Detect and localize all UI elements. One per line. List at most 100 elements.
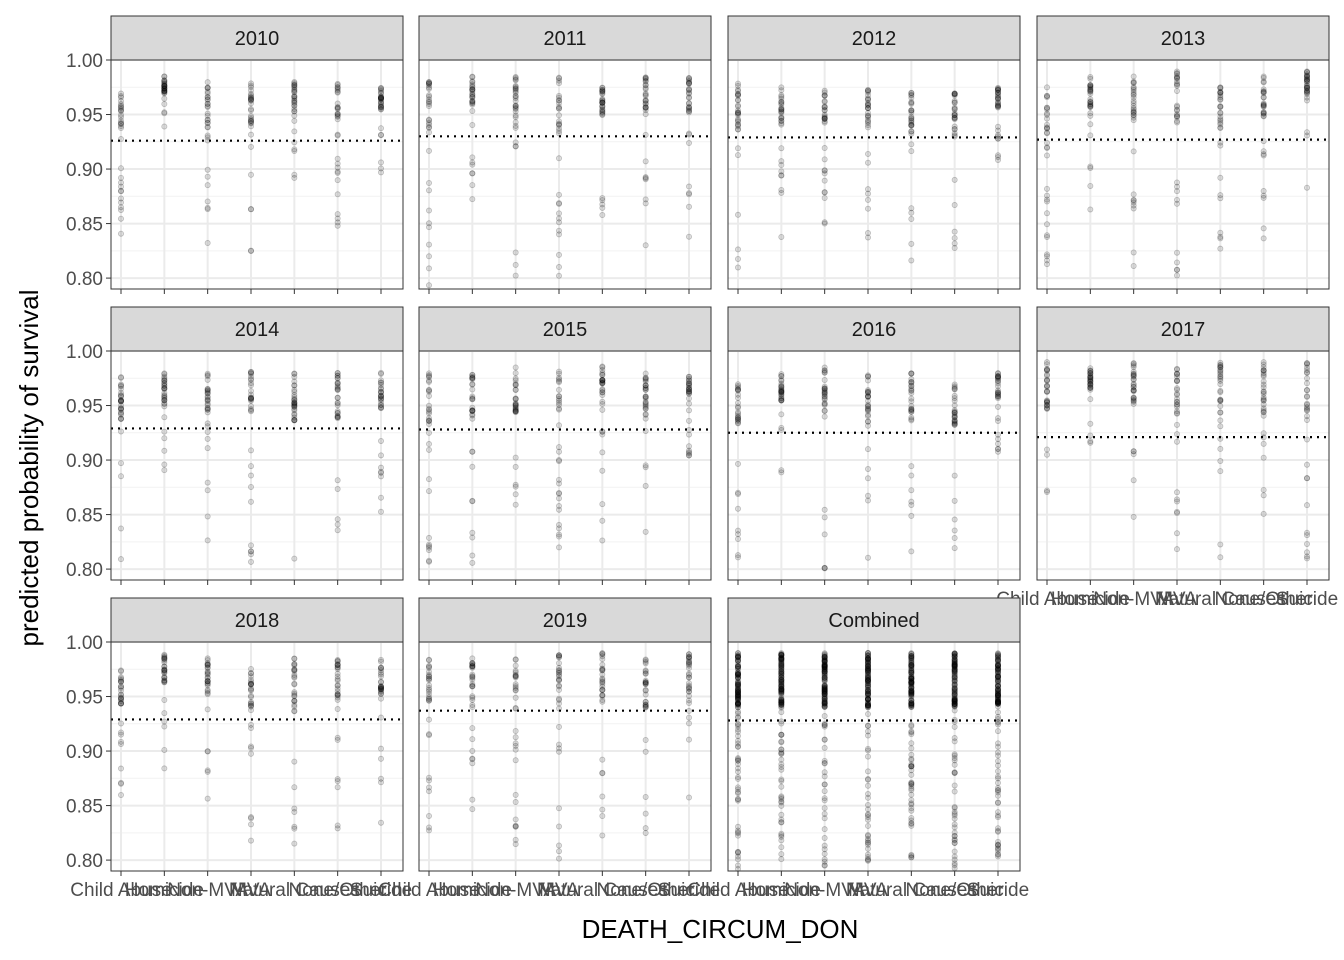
data-point: [1260, 486, 1267, 493]
data-point: [735, 255, 742, 262]
data-point: [778, 833, 785, 840]
data-point: [821, 195, 828, 202]
data-point: [247, 745, 254, 752]
data-point: [556, 805, 563, 812]
data-point: [686, 106, 693, 113]
data-point: [204, 423, 211, 430]
data-point: [1260, 388, 1267, 395]
data-point: [161, 88, 168, 95]
data-point: [425, 824, 432, 831]
data-point: [1260, 373, 1267, 380]
data-point: [247, 373, 254, 380]
data-point: [995, 683, 1002, 690]
data-point: [1130, 79, 1137, 86]
data-point: [1217, 117, 1224, 124]
data-point: [1304, 82, 1311, 89]
data-point: [161, 393, 168, 400]
data-point: [204, 390, 211, 397]
data-point: [1304, 549, 1311, 556]
data-point: [865, 190, 872, 197]
data-point: [1174, 113, 1181, 120]
data-point: [204, 706, 211, 713]
data-point: [865, 118, 872, 125]
data-point: [1260, 510, 1267, 517]
data-point: [469, 196, 476, 203]
data-point: [161, 397, 168, 404]
data-point: [204, 84, 211, 91]
data-point: [247, 100, 254, 107]
data-point: [469, 756, 476, 763]
data-point: [778, 120, 785, 127]
data-point: [821, 565, 828, 572]
y-tick-label: 1.00: [66, 633, 103, 654]
data-point: [995, 656, 1002, 663]
data-point: [735, 535, 742, 542]
data-point: [1174, 401, 1181, 408]
data-point: [1304, 400, 1311, 407]
data-point: [469, 448, 476, 455]
data-point: [865, 554, 872, 561]
data-point: [469, 673, 476, 680]
data-point: [512, 694, 519, 701]
data-point: [908, 740, 915, 747]
data-point: [512, 454, 519, 461]
data-point: [512, 86, 519, 93]
data-point: [821, 97, 828, 104]
data-point: [686, 75, 693, 82]
data-point: [599, 398, 606, 405]
data-point: [118, 397, 125, 404]
data-point: [1217, 387, 1224, 394]
data-point: [778, 186, 785, 193]
data-point: [1174, 183, 1181, 190]
data-point: [469, 683, 476, 690]
data-point: [865, 101, 872, 108]
data-point: [469, 91, 476, 98]
data-point: [995, 799, 1002, 806]
x-tick-label: Suicide: [1276, 589, 1338, 610]
data-point: [642, 75, 649, 82]
data-point: [778, 189, 785, 196]
data-point: [865, 406, 872, 413]
data-point: [599, 90, 606, 97]
data-point: [735, 797, 742, 804]
data-point: [821, 408, 828, 415]
data-point: [556, 75, 563, 82]
data-point: [865, 150, 872, 157]
data-point: [469, 94, 476, 101]
data-point: [1087, 110, 1094, 117]
data-point: [1087, 206, 1094, 213]
data-point: [951, 865, 958, 872]
data-point: [995, 87, 1002, 94]
data-point: [1217, 109, 1224, 116]
data-point: [686, 191, 693, 198]
data-point: [821, 107, 828, 114]
data-point: [1260, 94, 1267, 101]
data-point: [377, 96, 384, 103]
data-point: [291, 86, 298, 93]
data-point: [1304, 76, 1311, 83]
data-point: [995, 445, 1002, 452]
data-point: [425, 731, 432, 738]
data-point: [425, 446, 432, 453]
data-point: [778, 700, 785, 707]
data-point: [995, 383, 1002, 390]
y-tick-label: 0.90: [66, 451, 103, 472]
data-point: [908, 654, 915, 661]
data-point: [377, 90, 384, 97]
y-axis-title: predicted probability of survival: [14, 290, 44, 647]
data-point: [686, 80, 693, 87]
data-point: [686, 426, 693, 433]
data-point: [1174, 82, 1181, 89]
data-point: [425, 557, 432, 564]
data-point: [204, 387, 211, 394]
data-point: [377, 95, 384, 102]
data-point: [377, 94, 384, 101]
data-point: [556, 842, 563, 849]
data-point: [204, 400, 211, 407]
data-point: [556, 231, 563, 238]
data-point: [1260, 100, 1267, 107]
data-point: [469, 87, 476, 94]
data-point: [686, 707, 693, 714]
data-point: [1174, 438, 1181, 445]
data-point: [291, 80, 298, 87]
